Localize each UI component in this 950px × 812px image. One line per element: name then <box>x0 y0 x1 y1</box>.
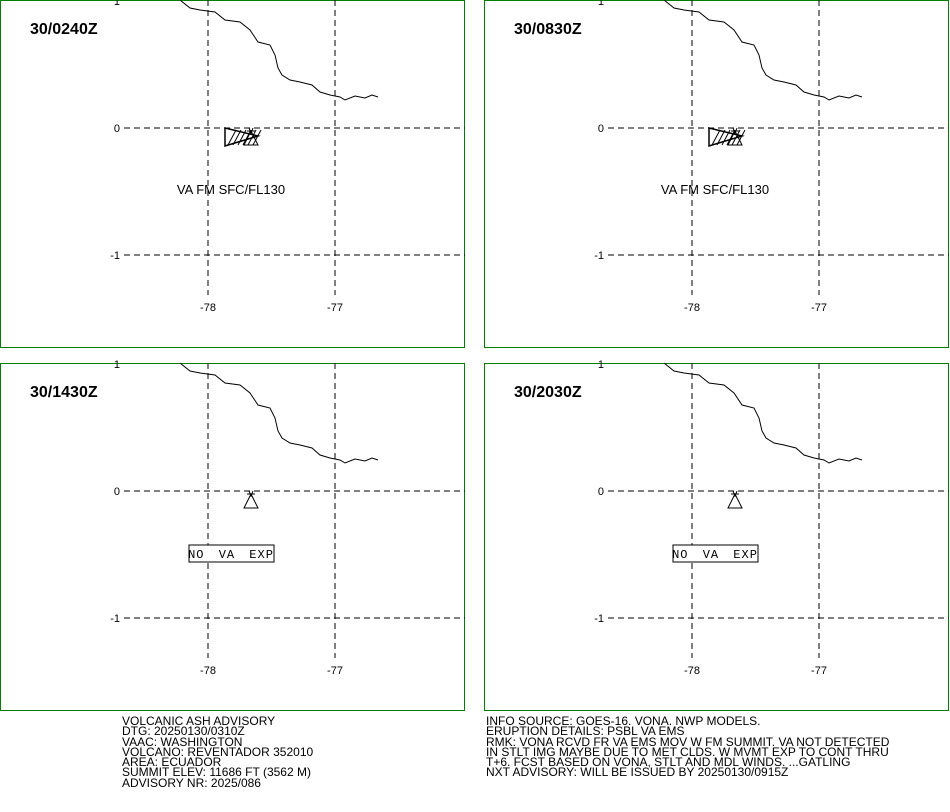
coastline <box>663 362 863 464</box>
lat-label: 1 <box>114 359 120 371</box>
lon-label: -77 <box>327 302 343 314</box>
map-panel: 1 0 -1 -78 -77 30/1430Z NO VA EXP <box>0 359 465 711</box>
volcano-symbol <box>243 492 259 509</box>
advisory-line: NXT ADVISORY: WILL BE ISSUED BY 20250130… <box>486 765 789 780</box>
ash-cloud <box>708 127 745 148</box>
lat-label: -1 <box>110 613 120 625</box>
coastline <box>663 0 863 101</box>
advisory-line: IN STLT IMG MAYBE DUE TO MET CLDS. W MVM… <box>486 744 889 759</box>
advisory-line: RMK: VONA RCVD FR VA EMS MOV W FM SUMMIT… <box>486 734 890 749</box>
annotation-box <box>672 544 759 563</box>
lon-label: -78 <box>684 665 700 677</box>
volcano-vent <box>731 490 739 498</box>
advisory-line: T+6. FCST BASED ON VONA, STLT AND MDL WI… <box>486 755 851 770</box>
lon-label: -77 <box>811 665 827 677</box>
coastline <box>179 362 379 464</box>
lat-label: 1 <box>114 0 120 8</box>
advisory-line: VOLCANIC ASH ADVISORY <box>122 714 276 728</box>
valid-time: 30/1430Z <box>30 384 98 401</box>
hatch <box>736 129 746 146</box>
lon-label: -78 <box>200 665 216 677</box>
lon-label: -77 <box>811 302 827 314</box>
ash-annotation: NO VA EXP <box>188 548 274 562</box>
advisory-right: INFO SOURCE: GOES-16. VONA. NWP MODELS. E… <box>486 714 890 780</box>
lat-label: -1 <box>594 250 604 262</box>
valid-time: 30/0240Z <box>30 21 98 38</box>
ash-annotation: VA FM SFC/FL130 <box>661 182 769 197</box>
hatch <box>252 129 262 146</box>
hatch <box>716 129 726 146</box>
advisory-line: AREA: ECUADOR <box>122 755 222 770</box>
hatch <box>711 129 721 146</box>
ash-cloud <box>224 127 261 148</box>
hatch <box>242 129 252 146</box>
panel-border <box>484 0 949 348</box>
hatch <box>237 129 247 146</box>
advisory-left: VOLCANIC ASH ADVISORY DTG: 20250130/0310Z… <box>122 714 314 790</box>
hatch <box>232 129 242 146</box>
volcano-symbol <box>727 129 743 146</box>
advisory-line: ADVISORY NR: 2025/086 <box>122 775 261 790</box>
panel-border <box>484 363 949 711</box>
lon-label: -78 <box>200 302 216 314</box>
advisory-line: ERUPTION DETAILS: PSBL VA EMS <box>486 724 685 739</box>
lat-label: 0 <box>114 123 120 135</box>
ash-annotation: VA FM SFC/FL130 <box>177 182 285 197</box>
lat-label: 1 <box>598 359 604 371</box>
lat-label: 1 <box>598 0 604 8</box>
advisory-line: VAAC: WASHINGTON <box>122 734 243 749</box>
hatch <box>227 129 237 146</box>
annotation-box <box>188 544 275 563</box>
hatch <box>726 129 736 146</box>
map-panel: 1 0 -1 -78 -77 30/0830Z VA FM SFC/FL130 <box>484 0 949 348</box>
volcano-symbol <box>243 129 259 146</box>
lat-label: -1 <box>594 613 604 625</box>
lat-label: 0 <box>114 486 120 498</box>
hatch <box>721 129 731 146</box>
valid-time: 30/2030Z <box>514 384 582 401</box>
lat-label: 0 <box>598 486 604 498</box>
advisory-line: DTG: 20250130/0310Z <box>122 724 245 739</box>
volcano-vent <box>247 490 255 498</box>
map-panel: 1 0 -1 -78 -77 30/0240Z VA FM SFC/FL130 <box>0 0 465 348</box>
panel-border <box>0 0 465 348</box>
advisory-line: VOLCANO: REVENTADOR 352010 <box>122 744 314 759</box>
map-panel: 1 0 -1 -78 -77 30/2030Z NO VA EXP <box>484 359 949 711</box>
lon-label: -77 <box>327 665 343 677</box>
hatch <box>247 129 257 146</box>
panel-border <box>0 363 465 711</box>
lon-label: -78 <box>684 302 700 314</box>
coastline <box>179 0 379 101</box>
volcano-symbol <box>727 492 743 509</box>
volcano-vent <box>731 127 739 135</box>
volcano-vent <box>247 127 255 135</box>
ash-annotation: NO VA EXP <box>672 548 758 562</box>
advisory-line: SUMMIT ELEV: 11686 FT (3562 M) <box>122 765 311 780</box>
lat-label: -1 <box>110 250 120 262</box>
advisory-line: INFO SOURCE: GOES-16. VONA. NWP MODELS. <box>486 714 761 728</box>
hatch <box>731 129 741 146</box>
valid-time: 30/0830Z <box>514 21 582 38</box>
lat-label: 0 <box>598 123 604 135</box>
